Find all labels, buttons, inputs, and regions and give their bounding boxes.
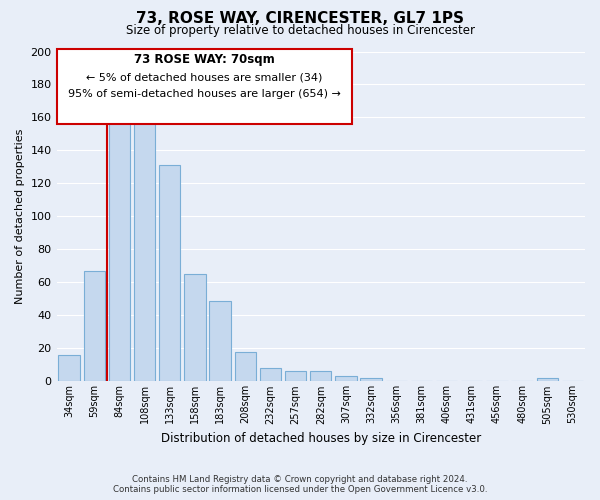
Bar bbox=[83, 271, 105, 382]
Text: 95% of semi-detached houses are larger (654) →: 95% of semi-detached houses are larger (… bbox=[68, 89, 341, 99]
Text: Contains HM Land Registry data © Crown copyright and database right 2024.
Contai: Contains HM Land Registry data © Crown c… bbox=[113, 474, 487, 494]
Bar bbox=[335, 376, 356, 382]
Bar bbox=[285, 372, 307, 382]
Bar bbox=[159, 166, 181, 382]
Bar bbox=[109, 118, 130, 382]
Bar bbox=[361, 378, 382, 382]
Bar bbox=[209, 300, 231, 382]
Bar bbox=[536, 378, 558, 382]
Y-axis label: Number of detached properties: Number of detached properties bbox=[15, 129, 25, 304]
Text: ← 5% of detached houses are smaller (34): ← 5% of detached houses are smaller (34) bbox=[86, 72, 323, 82]
Text: Size of property relative to detached houses in Cirencester: Size of property relative to detached ho… bbox=[125, 24, 475, 37]
Text: 73 ROSE WAY: 70sqm: 73 ROSE WAY: 70sqm bbox=[134, 53, 275, 66]
X-axis label: Distribution of detached houses by size in Cirencester: Distribution of detached houses by size … bbox=[161, 432, 481, 445]
Bar bbox=[235, 352, 256, 382]
Text: 73, ROSE WAY, CIRENCESTER, GL7 1PS: 73, ROSE WAY, CIRENCESTER, GL7 1PS bbox=[136, 11, 464, 26]
Bar bbox=[134, 112, 155, 382]
Bar bbox=[260, 368, 281, 382]
Bar bbox=[184, 274, 206, 382]
Bar bbox=[310, 372, 331, 382]
Bar bbox=[58, 355, 80, 382]
